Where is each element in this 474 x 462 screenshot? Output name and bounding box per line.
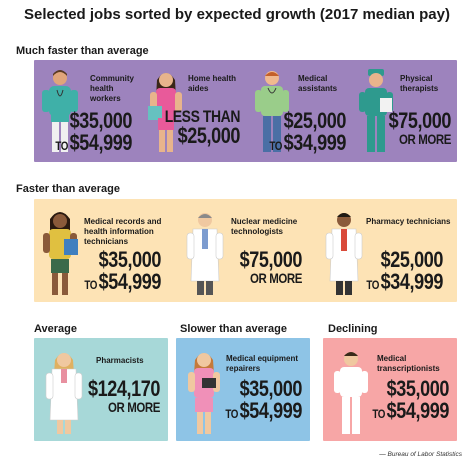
pay-line-2: $25,000 bbox=[177, 123, 241, 148]
pay-range: $35,000 TO$54,999 bbox=[351, 378, 449, 422]
pay-line-1: $25,000 bbox=[283, 108, 347, 133]
pay-range: $35,000 TO$54,999 bbox=[34, 110, 132, 154]
pay-line-1: LESS THAN bbox=[164, 107, 241, 126]
panel-faster: Medical records and health information t… bbox=[34, 199, 457, 302]
health-worker-figure-icon bbox=[42, 70, 78, 152]
page-title: Selected jobs sorted by expected growth … bbox=[24, 6, 450, 23]
pay-line-2: $54,999 bbox=[386, 398, 450, 423]
pay-prefix: TO bbox=[84, 278, 98, 292]
pay-line-2: $34,999 bbox=[380, 269, 444, 294]
job-nuclear-medicine: Nuclear medicine technologists $75,000 O… bbox=[175, 199, 316, 302]
pay-prefix: TO bbox=[225, 407, 239, 421]
home-aide-figure-icon bbox=[148, 73, 182, 152]
pharmacist-figure-icon bbox=[45, 353, 83, 434]
pay-line-1: $75,000 bbox=[388, 108, 452, 133]
panel-much-faster: Community health workers $35,000 TO$54,9… bbox=[34, 60, 457, 162]
pay-line-2: OR MORE bbox=[108, 399, 160, 415]
job-equipment-repairers: Medical equipment repairers $35,000 TO$5… bbox=[176, 338, 310, 441]
panel-slower: Medical equipment repairers $35,000 TO$5… bbox=[176, 338, 310, 441]
section-label-slower: Slower than average bbox=[180, 323, 287, 335]
job-pharmacy-technicians: Pharmacy technicians $25,000 TO$34,999 bbox=[316, 199, 457, 302]
pay-line-2: OR MORE bbox=[399, 131, 451, 147]
job-title: Medical transcriptionists bbox=[377, 354, 440, 373]
pay-prefix: TO bbox=[55, 139, 69, 153]
pay-line-1: $124,170 bbox=[88, 376, 160, 401]
pay-range: $124,170 OR MORE bbox=[62, 376, 160, 415]
job-title: Home health aides bbox=[188, 74, 237, 93]
records-tech-figure-icon bbox=[43, 212, 78, 295]
medical-assistant-figure-icon bbox=[255, 71, 289, 152]
pay-line-2: OR MORE bbox=[250, 270, 302, 286]
job-title: Medical equipment repairers bbox=[226, 354, 299, 373]
source-credit: — Bureau of Labor Statistics bbox=[379, 451, 462, 458]
pay-range: $75,000 OR MORE bbox=[353, 108, 452, 147]
job-title: Community health workers bbox=[90, 74, 134, 103]
pay-line-1: $35,000 bbox=[69, 108, 133, 133]
pay-prefix: TO bbox=[372, 407, 386, 421]
pay-line-2: $54,999 bbox=[98, 269, 162, 294]
job-medical-records: Medical records and health information t… bbox=[34, 199, 175, 302]
job-medical-assistants: Medical assistants $25,000 TO$34,999 bbox=[246, 60, 352, 162]
pay-line-2: $54,999 bbox=[69, 130, 133, 155]
section-label-much-faster: Much faster than average bbox=[16, 45, 149, 57]
job-title: Physical therapists bbox=[400, 74, 439, 93]
job-pharmacists: Pharmacists $124,170 OR MORE bbox=[34, 338, 168, 441]
job-community-health: Community health workers $35,000 TO$54,9… bbox=[34, 60, 140, 162]
pay-line-2: $34,999 bbox=[283, 130, 347, 155]
therapist-figure-icon bbox=[359, 69, 393, 152]
pay-range: LESS THAN $25,000 bbox=[142, 107, 241, 148]
section-label-declining: Declining bbox=[328, 323, 378, 335]
pay-line-1: $35,000 bbox=[239, 376, 303, 401]
panel-declining: Medical transcriptionists $35,000 TO$54,… bbox=[323, 338, 457, 441]
pay-line-2: $54,999 bbox=[239, 398, 303, 423]
pay-range: $75,000 OR MORE bbox=[204, 247, 303, 286]
pay-line-1: $75,000 bbox=[239, 247, 303, 272]
panel-average: Pharmacists $124,170 OR MORE bbox=[34, 338, 168, 441]
job-title: Nuclear medicine technologists bbox=[231, 217, 298, 236]
job-title: Medical assistants bbox=[298, 74, 338, 93]
pharmacy-tech-figure-icon bbox=[325, 213, 363, 295]
job-title: Pharmacists bbox=[96, 356, 144, 365]
section-label-faster: Faster than average bbox=[16, 183, 120, 195]
job-physical-therapists: Physical therapists $75,000 OR MORE bbox=[352, 60, 457, 162]
section-label-average: Average bbox=[34, 323, 78, 335]
pay-line-1: $35,000 bbox=[98, 247, 162, 272]
pay-prefix: TO bbox=[269, 139, 283, 153]
pay-range: $35,000 TO$54,999 bbox=[63, 249, 161, 293]
pay-prefix: TO bbox=[366, 278, 380, 292]
repairer-figure-icon bbox=[188, 353, 220, 434]
pay-range: $35,000 TO$54,999 bbox=[204, 378, 302, 422]
job-home-health: Home health aides LESS THAN $25,000 bbox=[140, 60, 246, 162]
job-title: Medical records and health information t… bbox=[84, 217, 162, 246]
job-title: Pharmacy technicians bbox=[366, 217, 451, 226]
transcriptionist-figure-icon bbox=[334, 352, 368, 434]
pay-range: $25,000 TO$34,999 bbox=[248, 110, 346, 154]
pay-line-1: $35,000 bbox=[386, 376, 450, 401]
pay-line-1: $25,000 bbox=[380, 247, 444, 272]
job-transcriptionists: Medical transcriptionists $35,000 TO$54,… bbox=[323, 338, 457, 441]
nuclear-tech-figure-icon bbox=[186, 213, 224, 295]
pay-range: $25,000 TO$34,999 bbox=[345, 249, 443, 293]
